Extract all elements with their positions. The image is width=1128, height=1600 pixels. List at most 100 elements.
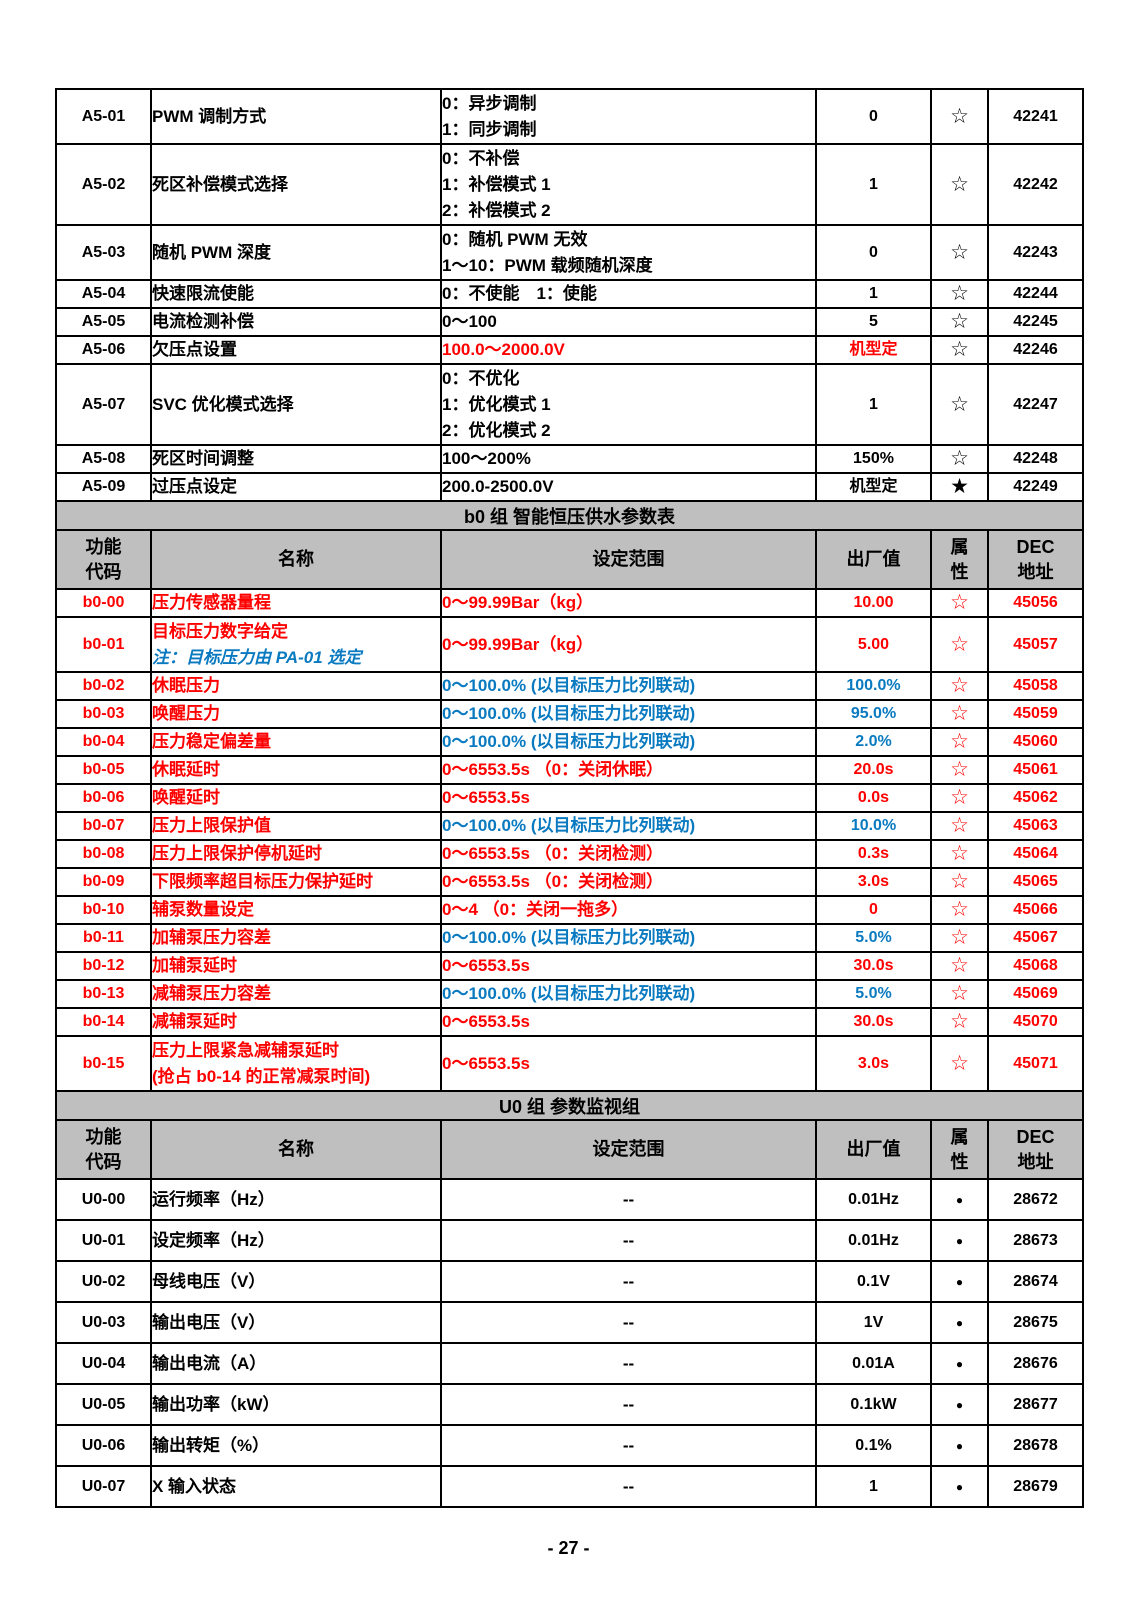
cell-attribute: ● [930,1219,989,1262]
table-row: b0-04 压力稳定偏差量 0～100.0% (以目标压力比列联动) 2.0% ☆ 450… [55,727,1084,757]
cell-attribute: ☆ [930,335,989,365]
cell-name: 加辅泵压力容差 [150,923,442,953]
cell-function-code: b0-15 [55,1035,152,1092]
text-line: b0-10 [82,901,125,918]
table-row: U0-02 母线电压（V） -- 0.1V ● 28674 [55,1260,1084,1303]
cell-name: 唤醒延时 [150,783,442,813]
text-line: ☆ [950,702,969,725]
cell-function-code: b0-14 [55,1007,152,1037]
text-line: 45058 [1013,677,1058,694]
cell-dec-address: 28678 [987,1424,1084,1467]
cell-factory-value: 5.00 [815,616,932,673]
text-line: 42243 [1013,243,1058,261]
text-line: 5.00 [857,635,890,653]
column-header-dec: DEC 地址 [987,529,1084,590]
text-line: 28676 [1013,1354,1058,1372]
text-line: 100.0% [846,677,901,694]
text-line: 0.1kW [850,1395,897,1413]
text-line: 压力上限保护值 [152,816,271,835]
table-row: U0-03 输出电压（V） -- 1V ● 28675 [55,1301,1084,1344]
cell-name: 休眠压力 [150,671,442,701]
cell-factory-value: 1V [815,1301,932,1344]
text-line: ☆ [950,282,969,305]
text-line: 压力传感器量程 [152,593,271,612]
cell-setting-range: 0～6553.5s [440,951,817,981]
cell-setting-range: 0～6553.5s [440,1007,817,1037]
cell-setting-range: 0～99.99Bar（kg） [440,588,817,618]
text-line: U0-03 [81,1313,126,1331]
cell-dec-address: 42242 [987,143,1084,226]
cell-function-code: U0-04 [55,1342,152,1385]
cell-setting-range: -- [440,1301,817,1344]
column-header-value: 出厂值 [815,1119,932,1180]
text-line: 95.0% [850,705,897,722]
cell-function-code: A5-09 [55,472,152,502]
text-line: b0-02 [82,677,125,694]
cell-dec-address: 42248 [987,444,1084,474]
cell-name: 休眠延时 [150,755,442,785]
text-line: b0-03 [82,705,125,722]
cell-name: 电流检测补偿 [150,307,442,337]
text-line: 45062 [1013,789,1058,806]
cell-factory-value: 1 [815,1465,932,1508]
cell-dec-address: 45063 [987,811,1084,841]
text-line: A5-06 [81,341,126,358]
cell-attribute: ☆ [930,923,989,953]
cell-dec-address: 45058 [987,671,1084,701]
cell-function-code: A5-05 [55,307,152,337]
text-line: 0～6553.5s [442,1012,530,1031]
text-line: b0-15 [82,1054,125,1072]
cell-dec-address: 42244 [987,279,1084,309]
cell-dec-address: 42241 [987,88,1084,145]
cell-function-code: b0-10 [55,895,152,925]
column-header-range: 设定范围 [440,529,817,590]
cell-attribute: ☆ [930,279,989,309]
text-line: 0.1% [855,1436,892,1454]
cell-setting-range: 0～6553.5s （0：关闭检测） [440,839,817,869]
cell-factory-value: 0 [815,224,932,281]
text-line: ● [955,1233,964,1248]
text-line: ☆ [950,104,969,128]
text-line: 下限频率超目标压力保护延时 [152,872,373,891]
text-line: 100.0～2000.0V [442,340,565,359]
cell-setting-range: 200.0-2500.0V [440,472,817,502]
text-line: 45068 [1013,957,1058,974]
cell-name: 随机 PWM 深度 [150,224,442,281]
cell-dec-address: 45056 [987,588,1084,618]
text-line: 1V [863,1313,884,1331]
text-line: 0～100 [442,312,497,331]
text-line: 42247 [1013,395,1058,413]
cell-attribute: ☆ [930,839,989,869]
text-line: ☆ [950,954,969,977]
cell-setting-range: 0～6553.5s [440,783,817,813]
table-row: b0-00 压力传感器量程 0～99.99Bar（kg） 10.00 ☆ 45056 [55,588,1084,618]
text-line: 42241 [1013,107,1058,125]
cell-attribute: ☆ [930,867,989,897]
text-line: b0-06 [82,789,125,806]
cell-setting-range: 0～6553.5s （0：关闭检测） [440,867,817,897]
text-line: 45059 [1013,705,1058,722]
cell-dec-address: 45061 [987,755,1084,785]
text-line: 1 [869,395,878,413]
text-line: 0～100.0% (以目标压力比列联动) [442,928,696,947]
cell-factory-value: 0 [815,895,932,925]
cell-factory-value: 1 [815,279,932,309]
text-line: 2.0% [855,733,892,750]
text-line: 0.01A [852,1354,895,1372]
cell-function-code: A5-02 [55,143,152,226]
cell-setting-range: 0～100.0% (以目标压力比列联动) [440,727,817,757]
text-line: 45056 [1013,594,1058,611]
cell-dec-address: 45068 [987,951,1084,981]
cell-setting-range: -- [440,1178,817,1221]
cell-name: 快速限流使能 [150,279,442,309]
cell-function-code: b0-04 [55,727,152,757]
cell-setting-range: 0～6553.5s [440,1035,817,1092]
text-line: 42244 [1013,285,1058,302]
cell-setting-range: 0～100.0% (以目标压力比列联动) [440,923,817,953]
cell-name: 输出电压（V） [150,1301,442,1344]
cell-name: 欠压点设置 [150,335,442,365]
text-line: U0-01 [81,1231,126,1249]
text-line: ☆ [950,172,969,196]
text-line: 200.0-2500.0V [442,477,554,496]
